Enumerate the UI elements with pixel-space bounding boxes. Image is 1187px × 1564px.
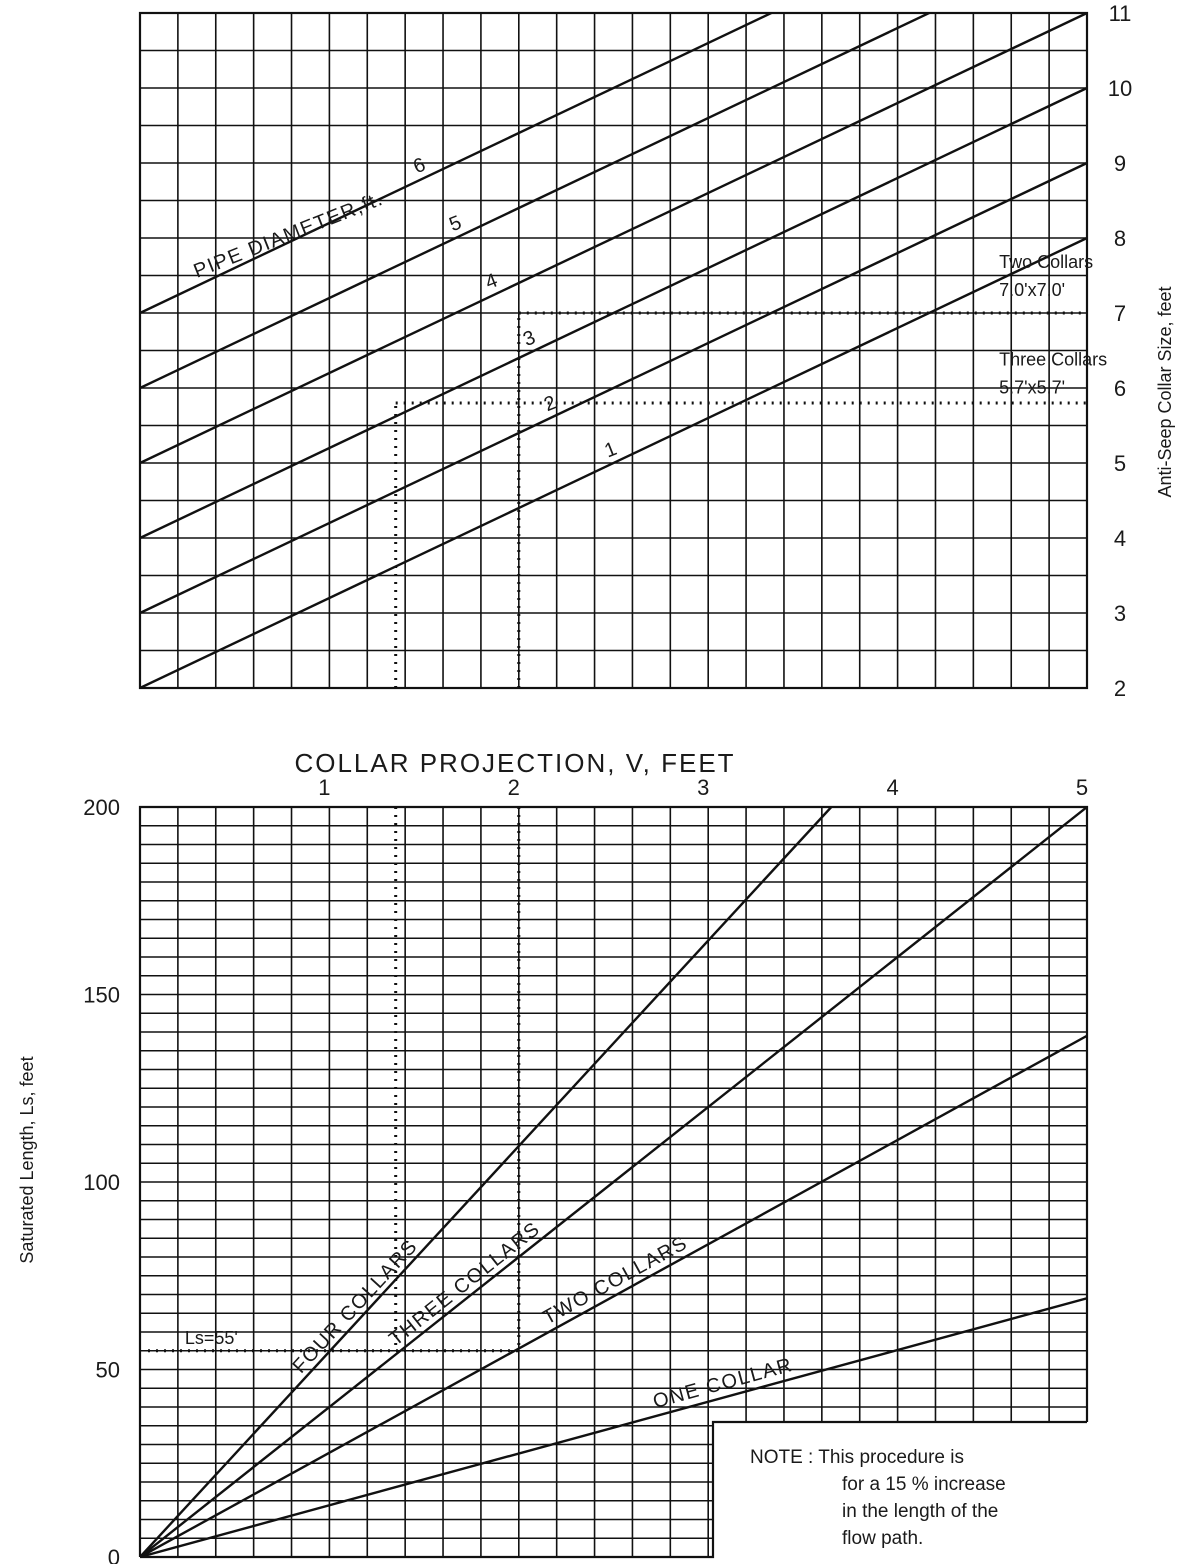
lower-y-tick-label: 0 (108, 1545, 120, 1564)
pipe-diameter-label-3: 3 (520, 326, 540, 351)
note-border (140, 1420, 1087, 1559)
upper-y-tick-label: 5 (1114, 451, 1126, 476)
collar-line-three-collars (140, 807, 1087, 1557)
upper-series (140, 13, 1087, 688)
upper-y-tick-label: 11 (1109, 1, 1132, 26)
lower-y-tick-label: 50 (96, 1358, 120, 1383)
upper-y-tick-label: 10 (1108, 76, 1132, 101)
pipe-diameter-label: PIPE DIAMETER,ft. (191, 188, 387, 283)
collar-line-four-collars (140, 807, 833, 1557)
lower-frame (138, 805, 1089, 1559)
upper-y-tick-labels: 2 3 4 5 6 7 8 9 10 11 (1108, 1, 1132, 701)
pipe-diameter-label-2: 2 (541, 391, 561, 416)
note-line: NOTE : This procedure is (750, 1447, 964, 1468)
collar-line-one-collar (140, 1297, 1087, 1557)
lower-x-tick-label: 1 (318, 775, 330, 800)
upper-frame (138, 11, 1089, 690)
note-line: in the length of the (842, 1501, 998, 1522)
note-line: flow path. (842, 1528, 923, 1549)
pipe-diameter-line-1 (140, 236, 1087, 688)
upper-y-tick-label: 2 (1114, 676, 1126, 701)
lower-x-tick-label: 2 (508, 775, 520, 800)
annotations: Two Collars 7.0'x7.0' Three Collars 5.7'x5.… (185, 252, 1107, 1348)
upper-grid (139, 12, 1088, 689)
lower-x-axis-title: COLLAR PROJECTION, V, FEET (294, 748, 735, 778)
lower-y-tick-label: 200 (83, 795, 120, 820)
saturated-length-annotation: Ls=55' (185, 1328, 238, 1348)
upper-plot-border (138, 11, 1089, 690)
lower-x-tick-label: 4 (886, 775, 898, 800)
collar-line-two-collars (140, 1034, 1087, 1557)
note-line: for a 15 % increase (842, 1474, 1006, 1495)
upper-y-tick-label: 8 (1114, 226, 1126, 251)
upper-series-labels: 1 2 3 4 5 6 (410, 153, 621, 462)
upper-y-tick-label: 9 (1114, 151, 1126, 176)
collar-size-annotation: 7.0'x7.0' (999, 280, 1065, 300)
collar-size-annotation: Two Collars (999, 252, 1093, 272)
pipe-diameter-label-4: 4 (482, 269, 502, 294)
lower-grid (139, 806, 1088, 1558)
upper-y-axis-title: Anti-Seep Collar Size, feet (1155, 286, 1175, 497)
lower-y-tick-labels: 0 50 100 150 200 (83, 795, 120, 1564)
pipe-diameter-line-6 (140, 13, 775, 315)
lower-y-tick-label: 150 (83, 983, 120, 1008)
collar-label: TWO COLLARS (539, 1232, 692, 1329)
note-text: NOTE : This procedure is for a 15 % incre… (750, 1447, 1006, 1549)
pipe-diameter-label-1: 1 (602, 437, 622, 462)
lower-x-tick-label: 5 (1076, 775, 1088, 800)
pipe-diameter-label-6: 6 (410, 153, 430, 178)
collar-size-annotation: Three Collars (999, 350, 1107, 370)
collar-size-annotation: 5.7'x5.7' (999, 378, 1065, 398)
lower-plot-border (138, 805, 1089, 1557)
pipe-diameter-line-2 (140, 161, 1087, 615)
upper-y-tick-label: 4 (1114, 526, 1126, 551)
lower-x-tick-labels: 1 2 3 4 5 (318, 775, 1088, 800)
pipe-diameter-label-5: 5 (446, 211, 466, 236)
upper-y-tick-label: 3 (1114, 601, 1126, 626)
lower-y-axis-title: Saturated Length, Ls, feet (17, 1056, 37, 1263)
lower-x-tick-label: 3 (697, 775, 709, 800)
lower-series (140, 807, 1087, 1557)
note-panel (713, 1422, 1089, 1564)
lower-example-path (148, 807, 521, 1353)
upper-y-tick-label: 6 (1114, 376, 1126, 401)
upper-y-tick-label: 7 (1114, 301, 1126, 326)
pipe-diameter-line-3 (140, 86, 1087, 540)
pipe-diameter-line-5 (140, 13, 932, 390)
lower-y-tick-label: 100 (83, 1170, 120, 1195)
pipe-diameter-line-4 (140, 13, 1087, 465)
